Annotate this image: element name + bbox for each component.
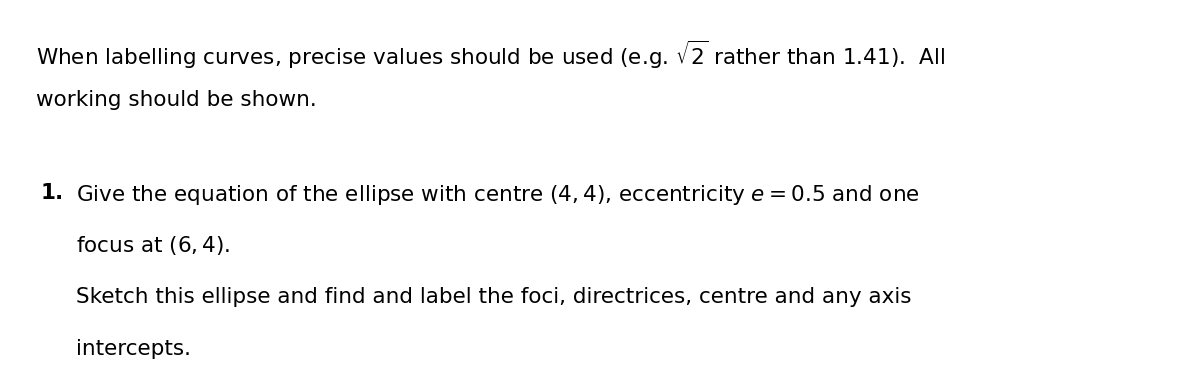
Text: intercepts.: intercepts. (76, 339, 191, 359)
Text: working should be shown.: working should be shown. (36, 90, 317, 110)
Text: Give the equation of the ellipse with centre $(4,4)$, eccentricity $e=0.5$ and o: Give the equation of the ellipse with ce… (76, 183, 919, 207)
Text: Sketch this ellipse and find and label the foci, directrices, centre and any axi: Sketch this ellipse and find and label t… (76, 287, 911, 307)
Text: When labelling curves, precise values should be used (e.g. $\sqrt{2}$ rather tha: When labelling curves, precise values sh… (36, 38, 946, 71)
Text: 1.: 1. (41, 183, 64, 203)
Text: focus at $(6,4)$.: focus at $(6,4)$. (76, 234, 230, 257)
